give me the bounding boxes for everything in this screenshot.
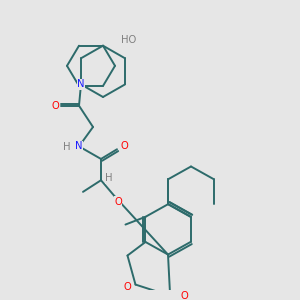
Text: N: N xyxy=(75,141,83,152)
Text: HO: HO xyxy=(121,35,136,45)
Text: O: O xyxy=(114,196,122,206)
Text: H: H xyxy=(105,173,113,183)
Text: O: O xyxy=(51,101,59,111)
Text: O: O xyxy=(120,141,128,152)
Text: N: N xyxy=(77,80,85,89)
Text: O: O xyxy=(181,291,188,300)
Text: O: O xyxy=(124,281,131,292)
Text: H: H xyxy=(64,142,71,152)
